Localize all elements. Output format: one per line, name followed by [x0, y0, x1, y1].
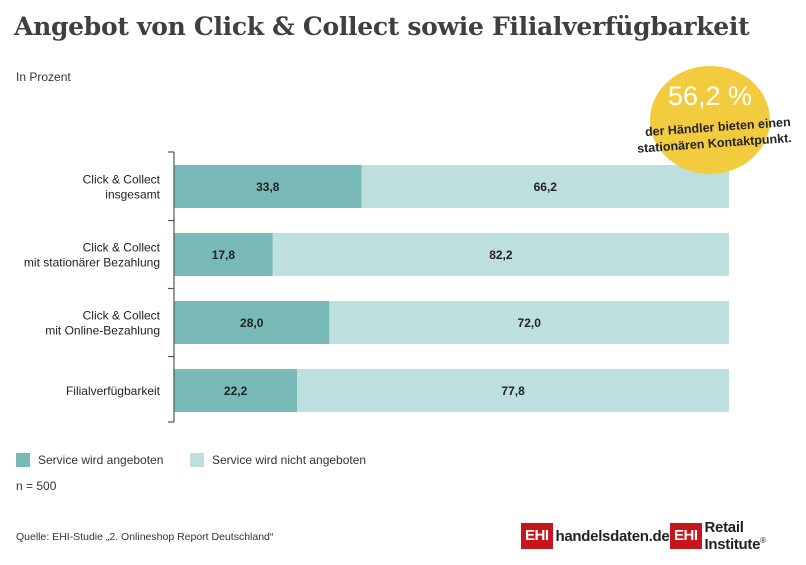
legend-item-offered: Service wird angeboten — [16, 453, 163, 467]
handelsdaten-logo-box: EHI — [521, 523, 553, 549]
handelsdaten-logo-text: handelsdaten.de — [555, 527, 670, 545]
bar-not-offered-1 — [272, 233, 729, 276]
handelsdaten-logo: EHI handelsdaten.de — [521, 522, 670, 550]
category-label-2-line-1: mit Online-Bezahlung — [45, 324, 160, 338]
legend-item-not-offered: Service wird nicht angeboten — [190, 453, 366, 467]
bars-group: 33,8 66,2 17,8 82,2 28,0 72,0 22,2 77,8 — [174, 165, 729, 412]
data-label-offered-2: 28,0 — [240, 316, 264, 330]
bar-offered-3 — [174, 369, 298, 412]
data-label-not-offered-1: 82,2 — [489, 248, 513, 262]
bar-not-offered-2 — [329, 301, 729, 344]
ehi-retail-logo: EHI Retail Institute® — [670, 519, 806, 553]
highlight-badge — [650, 66, 770, 174]
data-label-offered-1: 17,8 — [212, 248, 236, 262]
ehi-retail-logo-box: EHI — [670, 523, 702, 549]
category-label-0-line-1: insgesamt — [105, 188, 160, 202]
source-note: Quelle: EHI-Studie „2. Onlineshop Report… — [16, 531, 274, 543]
data-label-offered-3: 22,2 — [224, 384, 248, 398]
badge-value: 56,2 % — [667, 81, 753, 111]
bar-offered-0 — [174, 165, 362, 208]
category-label-3-line-0: Filialverfügbarkeit — [66, 384, 161, 398]
data-label-not-offered-2: 72,0 — [518, 316, 542, 330]
data-label-not-offered-3: 77,8 — [501, 384, 525, 398]
chart-subtitle: In Prozent — [16, 70, 71, 84]
sample-size: n = 500 — [16, 479, 57, 493]
bar-not-offered-3 — [297, 369, 729, 412]
chart-title: Angebot von Click & Collect sowie Filial… — [14, 12, 750, 41]
data-label-not-offered-0: 66,2 — [534, 180, 558, 194]
legend-label-offered: Service wird angeboten — [38, 453, 164, 467]
category-label-1-line-1: mit stationärer Bezahlung — [24, 256, 160, 270]
ehi-retail-logo-text: Retail Institute® — [705, 519, 806, 553]
registered-mark: ® — [760, 536, 766, 545]
ehi-retail-logo-name: Retail Institute — [704, 519, 761, 553]
legend-label-not-offered: Service wird nicht angeboten — [212, 453, 367, 467]
data-label-offered-0: 33,8 — [256, 180, 280, 194]
category-label-2-line-0: Click & Collect — [83, 309, 161, 323]
category-label-1-line-0: Click & Collect — [83, 241, 161, 255]
bar-offered-1 — [174, 233, 273, 276]
category-label-0-line-0: Click & Collect — [83, 173, 161, 187]
legend-swatch-offered — [16, 453, 30, 467]
bar-not-offered-0 — [361, 165, 729, 208]
bar-offered-2 — [174, 301, 330, 344]
stacked-bar-chart: 33,8 66,2 17,8 82,2 28,0 72,0 22,2 77,8 Click &… — [24, 151, 729, 423]
legend-swatch-not-offered — [190, 453, 204, 467]
